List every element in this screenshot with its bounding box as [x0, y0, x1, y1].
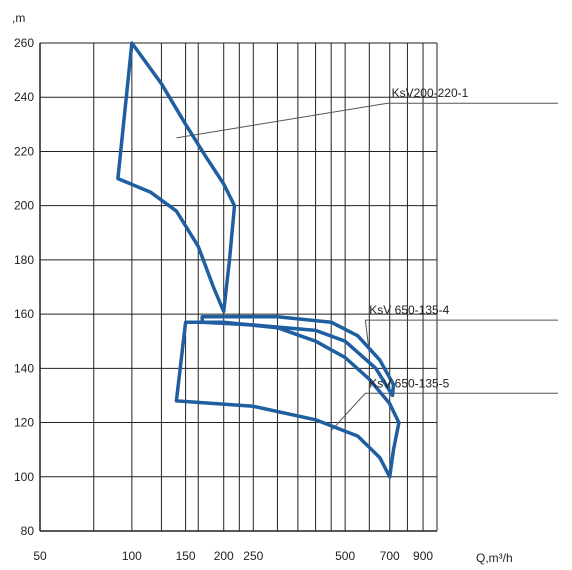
series-leader-2 — [364, 319, 558, 353]
x-tick-label: 250 — [243, 549, 263, 563]
x-axis-label: Q,m³/h — [476, 551, 513, 565]
series-outline-1 — [116, 41, 237, 314]
y-tick-label: 120 — [14, 416, 34, 430]
y-tick-label: 260 — [14, 36, 34, 50]
series-leader-1 — [176, 102, 558, 139]
series-label-1: KsV200-220-1 — [392, 86, 469, 100]
series-label-3: KsV 650-135-5 — [369, 376, 449, 390]
tick-layer: 80 100 120 140 160 180 200 220 240 260 50 100 150 200… — [14, 36, 469, 563]
y-tick-label: 80 — [21, 524, 35, 538]
y-tick-label: 200 — [14, 199, 34, 213]
x-tick-label: 700 — [380, 549, 400, 563]
x-tick-label: 100 — [122, 549, 142, 563]
y-tick-label: 160 — [14, 307, 34, 321]
x-tick-label: 500 — [335, 549, 355, 563]
x-tick-label: 200 — [214, 549, 234, 563]
y-tick-label: 140 — [14, 361, 34, 375]
x-tick-label: 150 — [176, 549, 196, 563]
x-tick-label: 900 — [413, 549, 433, 563]
leader-layer — [176, 102, 558, 432]
series-leader-3 — [330, 392, 558, 432]
y-tick-label: 240 — [14, 90, 34, 104]
series-outline-3 — [174, 320, 401, 479]
y-axis-label: ,m — [12, 11, 25, 25]
y-tick-label: 180 — [14, 253, 34, 267]
x-tick-label: 50 — [33, 549, 47, 563]
series-label-2: KsV 650-135-4 — [369, 303, 449, 317]
series-layer — [116, 41, 401, 479]
y-tick-label: 100 — [14, 470, 34, 484]
y-tick-label: 220 — [14, 144, 34, 158]
